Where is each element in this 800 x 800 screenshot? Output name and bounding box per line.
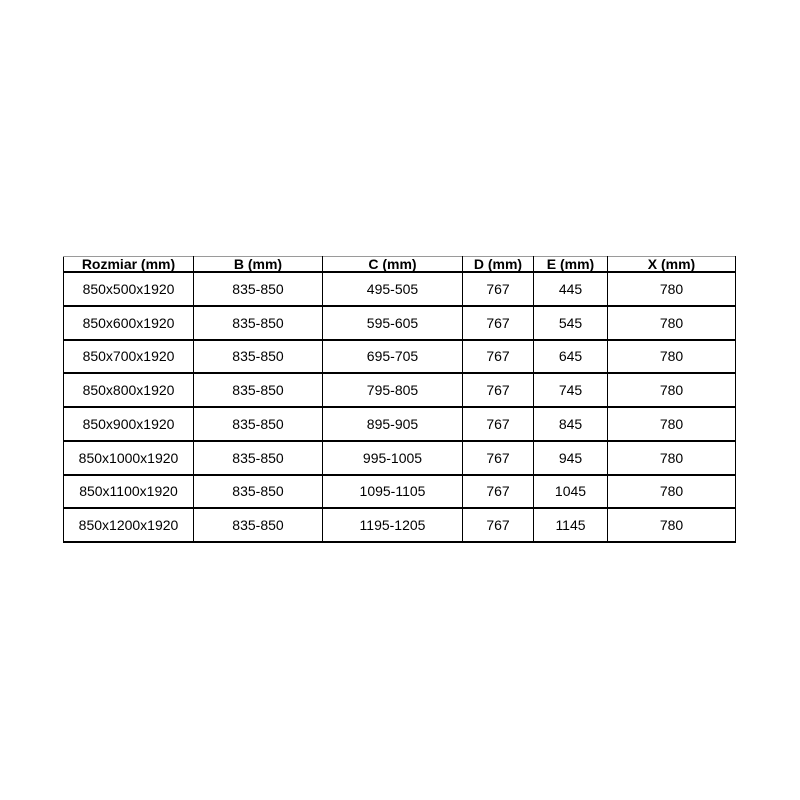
table-cell: 845 (533, 406, 608, 442)
column-header: X (mm) (607, 256, 736, 273)
header-row: Rozmiar (mm) B (mm) C (mm) D (mm) E (mm) X (m… (63, 256, 736, 273)
table-row: 850x500x1920 835-850 495-505 767 445 780 (63, 271, 736, 307)
table-cell: 780 (607, 507, 736, 543)
column-header: D (mm) (462, 256, 534, 273)
table-cell: 780 (607, 338, 736, 375)
table-cell: 795-805 (322, 372, 463, 408)
table-cell: 995-1005 (322, 439, 463, 476)
table-cell: 767 (462, 473, 534, 510)
table-cell: 945 (533, 439, 608, 476)
column-header: B (mm) (193, 256, 323, 273)
dimensions-table: Rozmiar (mm) B (mm) C (mm) D (mm) E (mm) X (m… (63, 256, 736, 543)
table-cell: 850x600x1920 (63, 304, 194, 341)
table-cell: 835-850 (193, 372, 323, 408)
table-cell: 595-605 (322, 304, 463, 341)
table-cell: 850x1000x1920 (63, 439, 194, 476)
table-cell: 780 (607, 473, 736, 510)
table-cell: 767 (462, 406, 534, 442)
table-body: 850x500x1920 835-850 495-505 767 445 780 850x6… (63, 271, 736, 543)
table-cell: 767 (462, 439, 534, 476)
table-row: 850x1000x1920 835-850 995-1005 767 945 780 (63, 439, 736, 476)
table-cell: 645 (533, 338, 608, 375)
table-row: 850x600x1920 835-850 595-605 767 545 780 (63, 304, 736, 341)
table-cell: 850x800x1920 (63, 372, 194, 408)
table-cell: 835-850 (193, 473, 323, 510)
table-cell: 1145 (533, 507, 608, 543)
table-row: 850x700x1920 835-850 695-705 767 645 780 (63, 338, 736, 375)
table-cell: 1045 (533, 473, 608, 510)
table-cell: 850x900x1920 (63, 406, 194, 442)
table-cell: 695-705 (322, 338, 463, 375)
table-row: 850x900x1920 835-850 895-905 767 845 780 (63, 406, 736, 442)
table-row: 850x800x1920 835-850 795-805 767 745 780 (63, 372, 736, 408)
table-cell: 835-850 (193, 507, 323, 543)
table-cell: 835-850 (193, 439, 323, 476)
table-cell: 767 (462, 372, 534, 408)
table-cell: 850x500x1920 (63, 271, 194, 307)
table-cell: 1095-1105 (322, 473, 463, 510)
table-row: 850x1100x1920 835-850 1095-1105 767 1045 780 (63, 473, 736, 510)
table-cell: 445 (533, 271, 608, 307)
table-cell: 780 (607, 406, 736, 442)
table-cell: 780 (607, 439, 736, 476)
table-cell: 767 (462, 338, 534, 375)
column-header: C (mm) (322, 256, 463, 273)
table-cell: 780 (607, 304, 736, 341)
table-cell: 850x1100x1920 (63, 473, 194, 510)
table-cell: 767 (462, 304, 534, 341)
table-cell: 835-850 (193, 406, 323, 442)
table-cell: 767 (462, 271, 534, 307)
table-cell: 767 (462, 507, 534, 543)
table-cell: 745 (533, 372, 608, 408)
table-cell: 495-505 (322, 271, 463, 307)
table-cell: 850x700x1920 (63, 338, 194, 375)
table-cell: 835-850 (193, 304, 323, 341)
column-header: Rozmiar (mm) (63, 256, 194, 273)
table-cell: 835-850 (193, 338, 323, 375)
table-cell: 850x1200x1920 (63, 507, 194, 543)
table-row: 850x1200x1920 835-850 1195-1205 767 1145 780 (63, 507, 736, 543)
table-cell: 780 (607, 372, 736, 408)
table-cell: 545 (533, 304, 608, 341)
table-cell: 780 (607, 271, 736, 307)
table-head: Rozmiar (mm) B (mm) C (mm) D (mm) E (mm) X (m… (63, 256, 736, 273)
table-cell: 895-905 (322, 406, 463, 442)
table-cell: 1195-1205 (322, 507, 463, 543)
table-cell: 835-850 (193, 271, 323, 307)
column-header: E (mm) (533, 256, 608, 273)
